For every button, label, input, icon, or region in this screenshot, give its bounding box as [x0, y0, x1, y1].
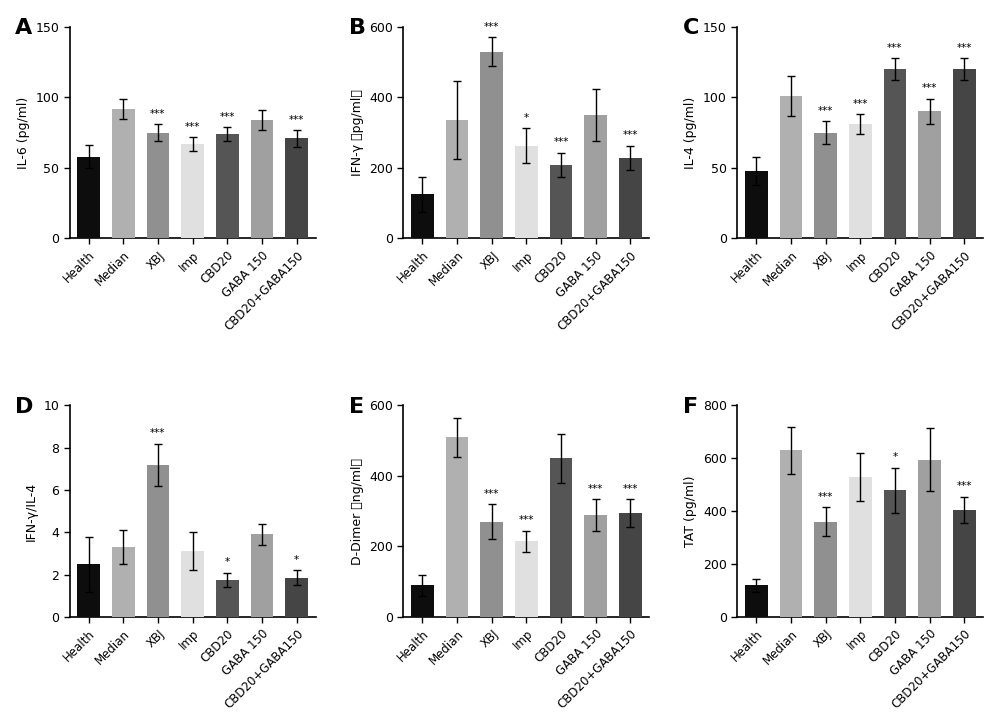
Bar: [953, 69, 976, 238]
Y-axis label: IFN-γ/IL-4: IFN-γ/IL-4: [25, 482, 38, 541]
Text: B: B: [349, 18, 366, 39]
Text: C: C: [683, 18, 699, 39]
Text: ***: ***: [623, 130, 638, 141]
Bar: [411, 585, 434, 617]
Text: ***: ***: [588, 483, 603, 494]
Text: ***: ***: [220, 111, 235, 122]
Text: ***: ***: [289, 114, 304, 124]
Bar: [147, 464, 169, 617]
Text: *: *: [892, 452, 897, 462]
Y-axis label: D-Dimer （ng/ml）: D-Dimer （ng/ml）: [351, 458, 364, 565]
Y-axis label: TAT (pg/ml): TAT (pg/ml): [684, 475, 697, 547]
Bar: [918, 459, 941, 617]
Bar: [619, 158, 642, 238]
Bar: [884, 490, 906, 617]
Text: ***: ***: [818, 106, 833, 116]
Text: *: *: [294, 555, 299, 565]
Text: F: F: [683, 397, 698, 417]
Text: E: E: [349, 397, 364, 417]
Bar: [112, 547, 135, 617]
Bar: [619, 513, 642, 617]
Text: ***: ***: [957, 481, 972, 491]
Bar: [446, 120, 468, 238]
Text: ***: ***: [957, 43, 972, 52]
Y-axis label: IL-6 (pg/ml): IL-6 (pg/ml): [17, 97, 30, 169]
Bar: [285, 578, 308, 617]
Text: *: *: [524, 113, 529, 123]
Text: ***: ***: [553, 138, 569, 147]
Bar: [480, 52, 503, 238]
Bar: [953, 510, 976, 617]
Text: ***: ***: [887, 43, 903, 52]
Bar: [814, 522, 837, 617]
Bar: [77, 157, 100, 238]
Text: A: A: [15, 18, 33, 39]
Bar: [77, 564, 100, 617]
Bar: [849, 477, 872, 617]
Text: ***: ***: [484, 489, 499, 499]
Bar: [918, 111, 941, 238]
Bar: [550, 459, 572, 617]
Bar: [814, 132, 837, 238]
Text: ***: ***: [150, 428, 166, 438]
Bar: [251, 120, 273, 238]
Text: ***: ***: [818, 492, 833, 502]
Bar: [480, 522, 503, 617]
Y-axis label: IL-4 (pg/ml): IL-4 (pg/ml): [684, 97, 697, 169]
Bar: [251, 534, 273, 617]
Y-axis label: IFN-γ （pg/ml）: IFN-γ （pg/ml）: [351, 89, 364, 176]
Bar: [181, 144, 204, 238]
Bar: [849, 124, 872, 238]
Bar: [285, 138, 308, 238]
Bar: [584, 515, 607, 617]
Bar: [216, 134, 239, 238]
Bar: [550, 165, 572, 238]
Bar: [780, 96, 802, 238]
Text: D: D: [15, 397, 34, 417]
Bar: [584, 115, 607, 238]
Text: ***: ***: [150, 109, 166, 119]
Bar: [411, 194, 434, 238]
Bar: [147, 132, 169, 238]
Text: ***: ***: [484, 22, 499, 32]
Bar: [515, 541, 538, 617]
Bar: [745, 170, 768, 238]
Text: *: *: [225, 557, 230, 567]
Bar: [745, 585, 768, 617]
Bar: [515, 146, 538, 238]
Text: ***: ***: [623, 483, 638, 494]
Text: ***: ***: [922, 84, 937, 93]
Text: ***: ***: [853, 99, 868, 109]
Bar: [884, 69, 906, 238]
Text: ***: ***: [185, 122, 200, 132]
Bar: [216, 580, 239, 617]
Bar: [181, 551, 204, 617]
Bar: [112, 108, 135, 238]
Bar: [780, 451, 802, 617]
Bar: [446, 438, 468, 617]
Text: ***: ***: [519, 515, 534, 526]
